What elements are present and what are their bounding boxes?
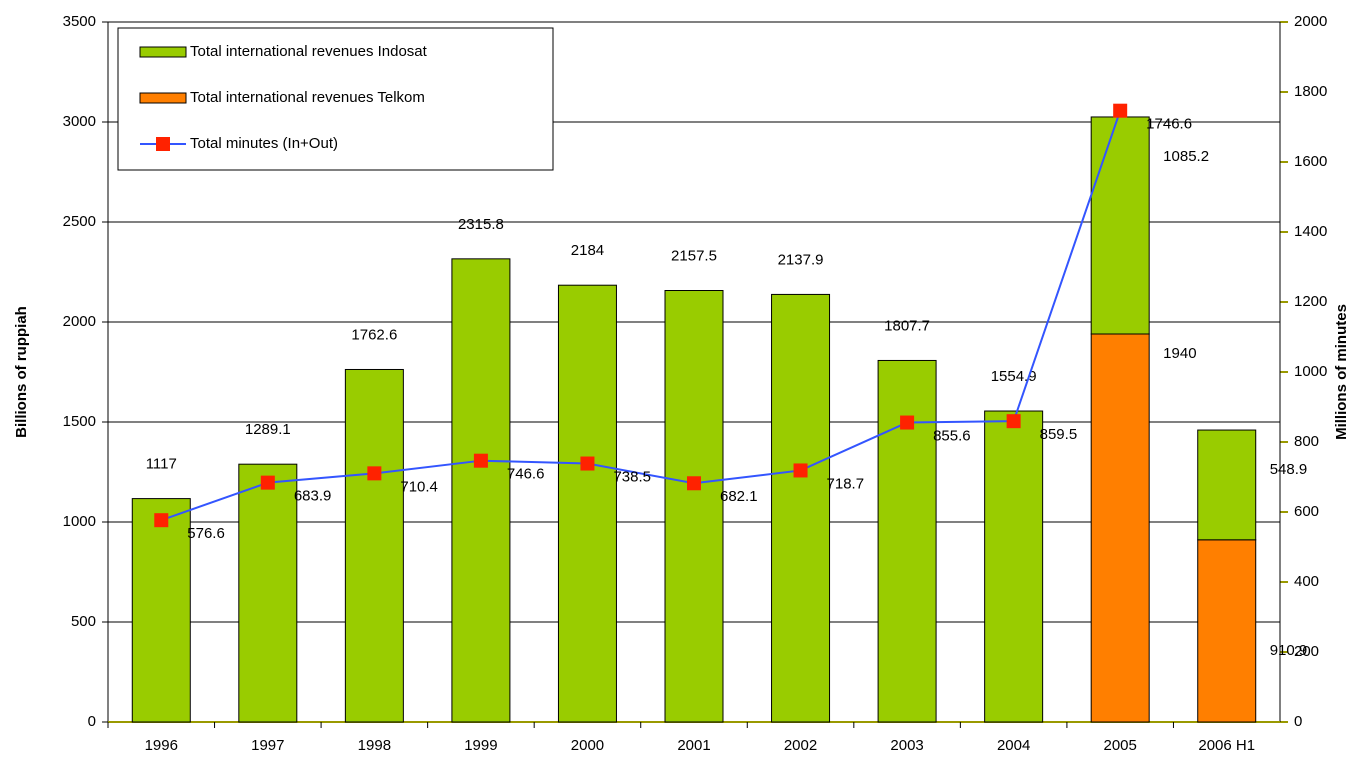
y-tick-label: 3000 [63,113,96,130]
legend-label: Total international revenues Indosat [190,43,428,60]
bar [1197,429,1257,541]
y2-tick-label: 1600 [1294,153,1327,170]
bar [1197,539,1257,723]
y2-tick-label: 0 [1294,713,1302,730]
y-tick-label: 1000 [63,513,96,530]
y-axis-label: Billions of ruppiah [13,306,30,438]
x-tick-label: 1997 [251,737,284,754]
x-tick-label: 1996 [145,737,178,754]
y2-tick-label: 200 [1294,643,1319,660]
y2-tick-label: 2000 [1294,13,1327,30]
x-tick-label: 2001 [677,737,710,754]
x-tick-label: 1998 [358,737,391,754]
bar [1090,116,1150,335]
y2-axis-label: Millions of minutes [1333,304,1350,440]
bar [451,258,511,723]
bar [131,498,191,723]
x-tick-label: 2004 [997,737,1030,754]
value-label: 2184 [571,242,604,259]
y-tick-label: 0 [88,713,96,730]
y2-tick-label: 1200 [1294,293,1327,310]
value-label: 710.4 [400,478,438,495]
value-label: 738.5 [613,468,651,485]
x-tick-label: 1999 [464,737,497,754]
marker [687,476,701,491]
legend-marker [156,137,170,151]
value-label: 1117 [146,456,177,473]
value-label: 1807.7 [884,317,930,334]
x-tick-label: 2005 [1103,737,1136,754]
value-label: 1085.2 [1163,148,1209,165]
legend-swatch [139,46,187,58]
value-label: 855.6 [933,428,971,445]
value-label: 2315.8 [458,216,504,233]
marker [900,415,915,430]
value-label: 1746.6 [1146,116,1192,133]
legend-label: Total minutes (In+Out) [190,135,338,152]
x-tick-label: 2002 [784,737,817,754]
bar [557,284,617,723]
legend-box [117,27,554,171]
marker [580,456,595,471]
y2-tick-label: 400 [1294,573,1319,590]
y2-tick-label: 1800 [1294,83,1327,100]
y-tick-label: 500 [71,613,96,630]
value-label: 2157.5 [671,247,717,264]
marker [1006,414,1021,429]
value-label: 746.6 [507,466,545,483]
y2-tick-label: 1000 [1294,363,1327,380]
y-tick-label: 2000 [63,313,96,330]
marker [154,513,169,528]
marker [367,466,382,481]
y2-tick-label: 800 [1294,433,1319,450]
value-label: 548.9 [1270,461,1308,478]
bar [1090,333,1150,723]
marker [793,463,808,478]
legend-swatch [139,92,187,104]
marker [1113,103,1128,118]
value-label: 859.5 [1040,426,1078,443]
y2-tick-label: 1400 [1294,223,1327,240]
value-label: 1554.9 [991,368,1037,385]
bar [344,368,404,723]
bar [984,410,1044,723]
marker [260,475,275,490]
bar [238,463,298,723]
value-label: 576.6 [187,525,225,542]
value-label: 682.1 [720,488,758,505]
value-label: 718.7 [827,475,865,492]
bar [664,290,724,723]
value-label: 1289.1 [245,421,291,438]
line [160,110,1122,522]
y-tick-label: 3500 [63,13,96,30]
value-label: 1762.6 [351,326,397,343]
y2-tick-label: 600 [1294,503,1319,520]
x-tick-label: 2003 [890,737,923,754]
value-label: 910.9 [1270,642,1308,659]
y-tick-label: 2500 [63,213,96,230]
value-label: 683.9 [294,488,332,505]
bar [877,359,937,723]
x-tick-label: 2006 H1 [1198,737,1255,754]
y-tick-label: 1500 [63,413,96,430]
legend-label: Total international revenues Telkom [190,89,425,106]
x-tick-label: 2000 [571,737,604,754]
bar [771,293,831,723]
value-label: 1940 [1163,345,1196,362]
value-label: 2137.9 [778,251,824,268]
marker [473,453,488,468]
